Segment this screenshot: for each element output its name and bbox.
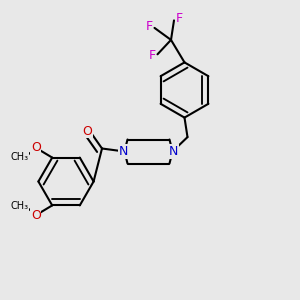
Text: CH₃: CH₃ bbox=[11, 152, 29, 162]
Text: O: O bbox=[82, 124, 92, 138]
Text: N: N bbox=[119, 145, 128, 158]
Text: O: O bbox=[31, 141, 40, 154]
Text: F: F bbox=[148, 49, 156, 62]
Text: CH₃: CH₃ bbox=[11, 201, 29, 211]
Text: O: O bbox=[31, 209, 40, 222]
Text: N: N bbox=[169, 145, 178, 158]
Text: F: F bbox=[176, 12, 183, 26]
Text: F: F bbox=[146, 20, 153, 33]
